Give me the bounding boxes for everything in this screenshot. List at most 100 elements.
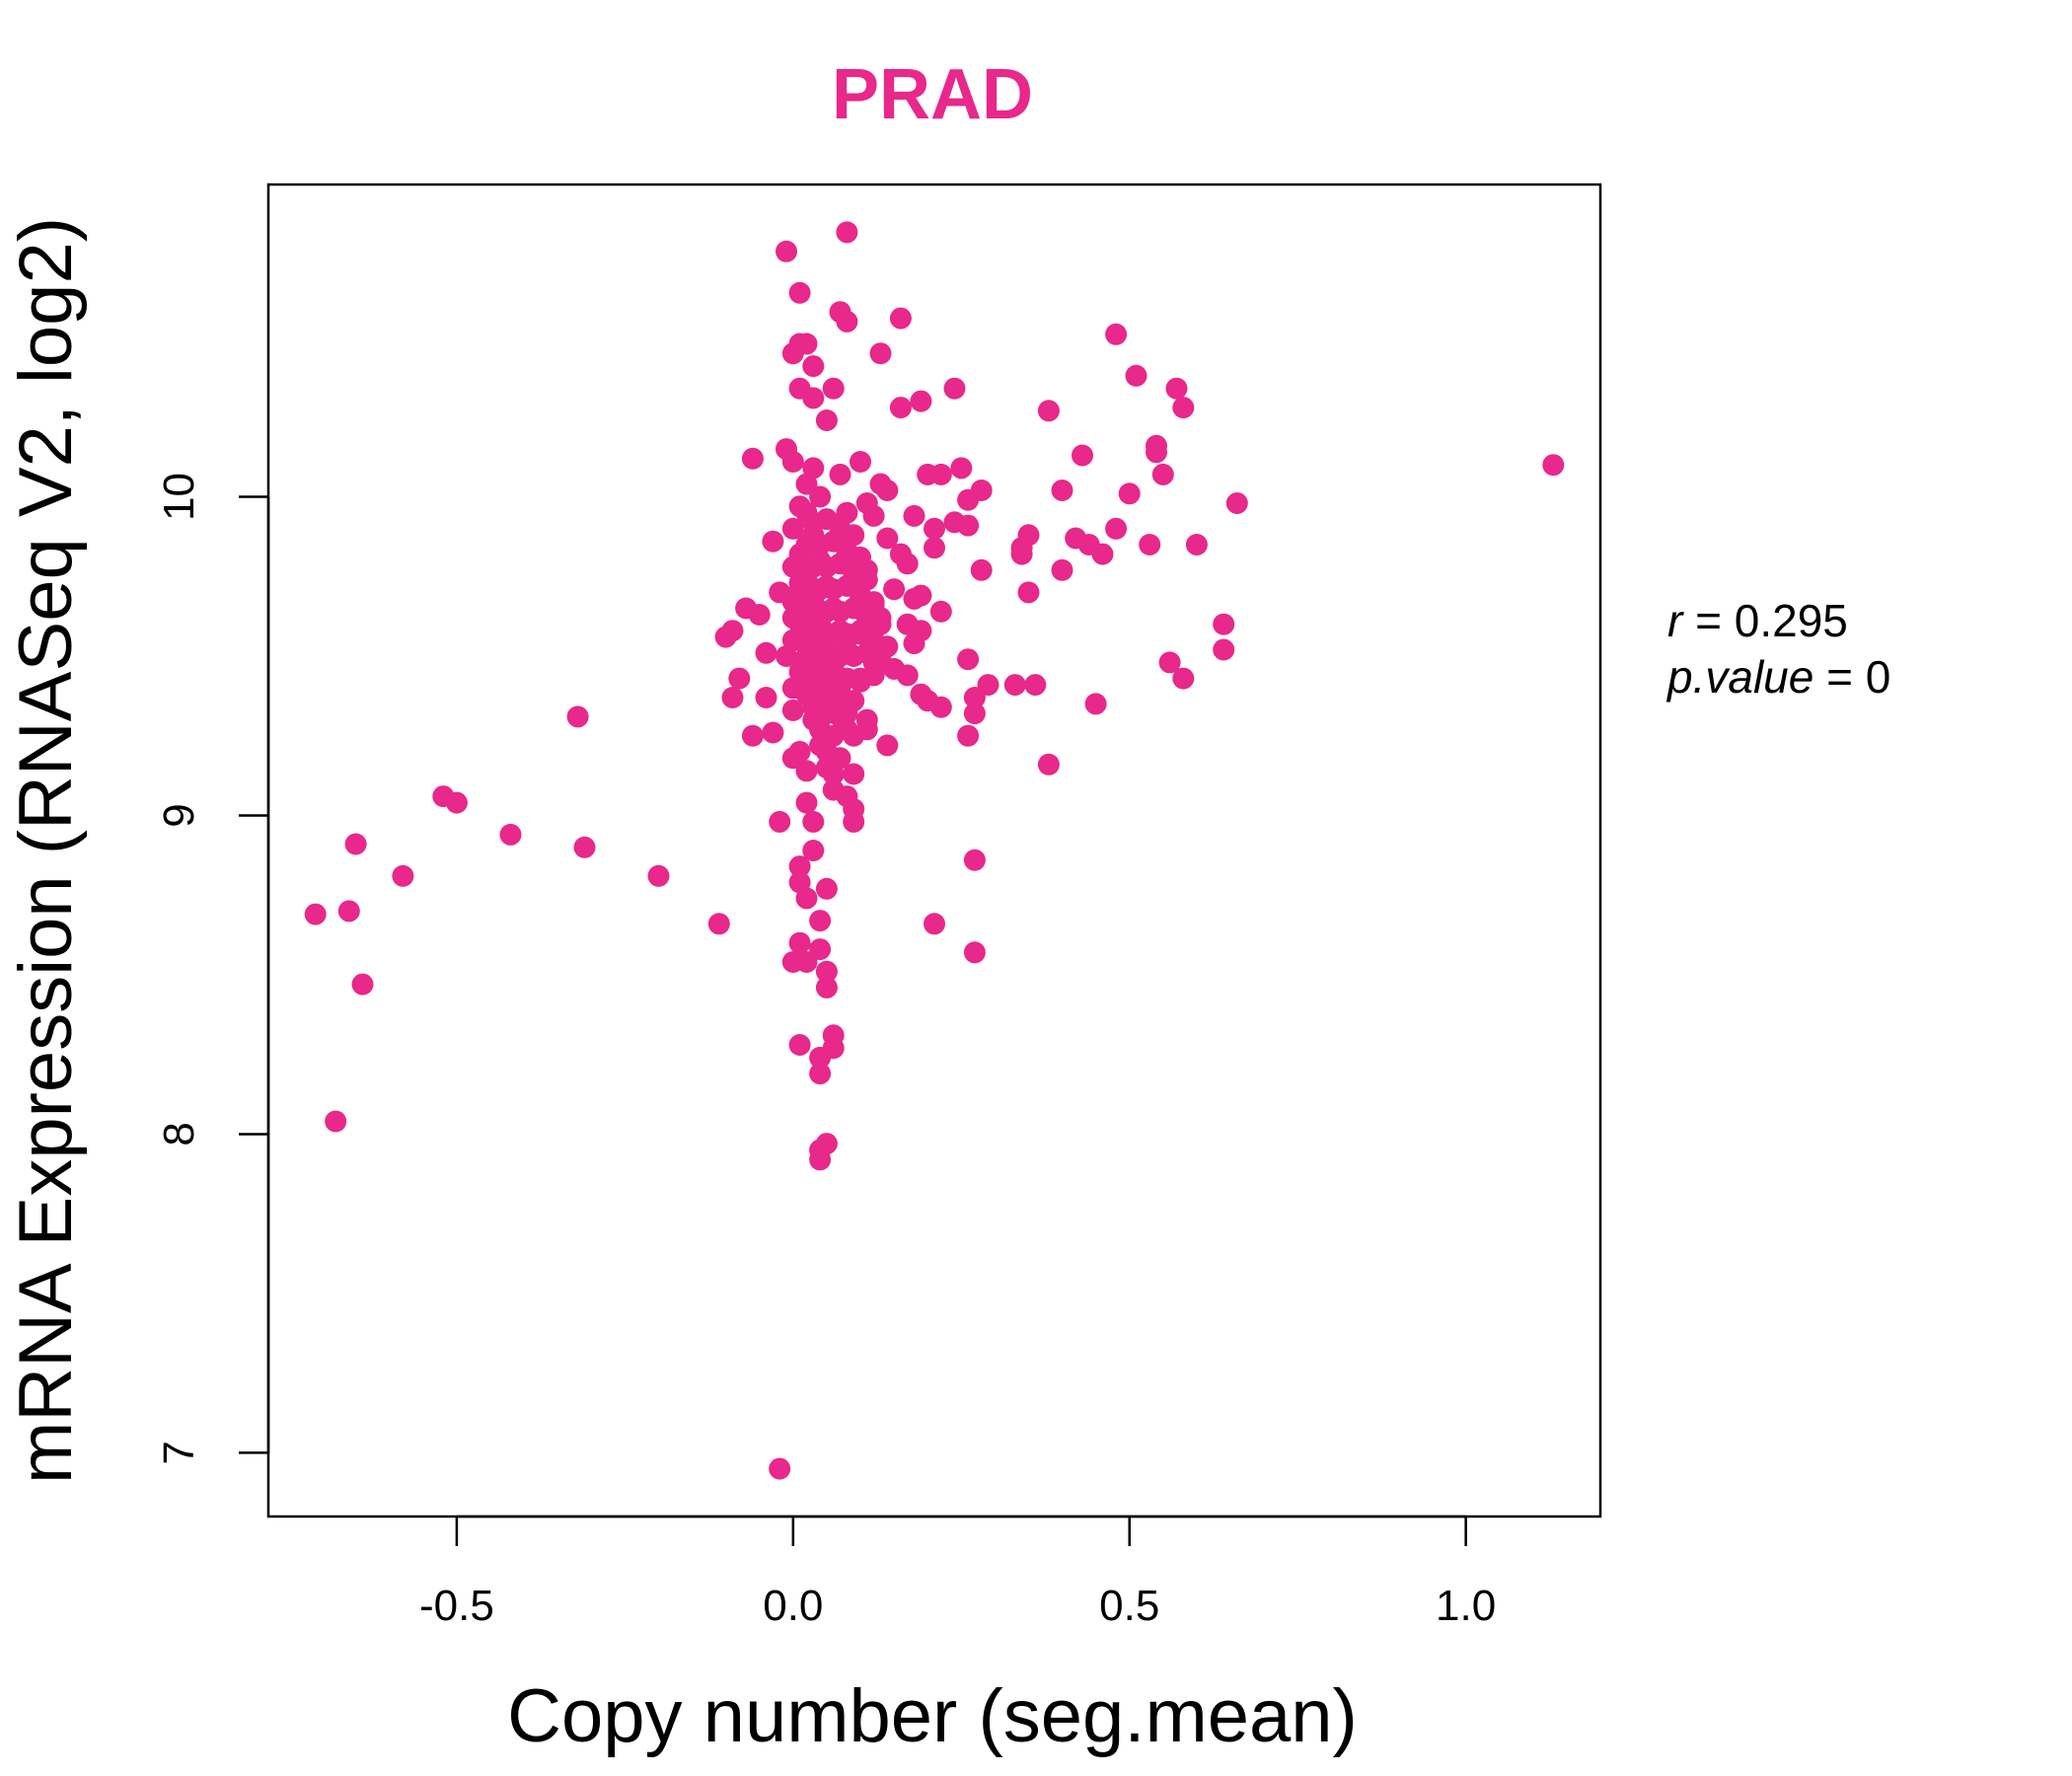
data-point-103 (815, 877, 838, 900)
data-point-174 (781, 517, 804, 540)
data-point-21 (1065, 527, 1087, 550)
data-point-3 (1213, 638, 1235, 661)
data-point-205 (788, 651, 811, 674)
data-point-45 (943, 511, 966, 534)
data-point-81 (855, 492, 878, 514)
data-point-43 (950, 457, 973, 480)
data-points (304, 221, 1565, 1480)
data-point-67 (883, 578, 906, 601)
data-point-251 (843, 562, 865, 584)
data-point-253 (855, 607, 878, 629)
x-tick-label: 1.0 (1436, 1582, 1496, 1630)
data-point-18 (1084, 693, 1107, 715)
data-point-110 (809, 910, 832, 932)
data-point-5 (1172, 667, 1195, 690)
data-point-149 (647, 864, 670, 887)
data-point-221 (809, 578, 832, 601)
data-point-38 (963, 703, 986, 725)
data-point-123 (788, 855, 811, 878)
x-tick-label: -0.5 (419, 1582, 494, 1630)
data-point-101 (815, 976, 838, 999)
data-point-4 (1185, 534, 1208, 555)
data-point-24 (1037, 753, 1060, 776)
data-point-80 (855, 708, 878, 731)
data-point-131 (776, 438, 797, 461)
data-point-49 (924, 537, 945, 559)
data-point-33 (970, 558, 993, 581)
data-point-210 (822, 763, 845, 785)
data-point-97 (822, 1024, 845, 1047)
data-point-224 (829, 645, 851, 667)
data-point-240 (822, 690, 845, 712)
data-point-239 (815, 667, 838, 690)
y-tick-label: 8 (155, 1122, 203, 1146)
data-point-119 (795, 791, 818, 814)
chart-title: PRAD (832, 55, 1033, 134)
data-point-7 (1165, 377, 1188, 400)
data-point-124 (788, 377, 811, 400)
data-point-114 (802, 355, 825, 378)
data-point-30 (1010, 543, 1033, 565)
data-point-20 (1072, 444, 1093, 467)
data-point-144 (728, 667, 751, 690)
data-point-151 (566, 705, 589, 728)
data-point-40 (957, 648, 980, 671)
data-point-112 (802, 810, 825, 833)
data-point-158 (337, 900, 360, 923)
data-point-139 (755, 641, 777, 664)
data-point-60 (903, 587, 925, 610)
data-point-237 (802, 623, 825, 645)
data-point-120 (788, 1034, 811, 1056)
correlation-r-key: r (1667, 595, 1684, 646)
data-point-160 (304, 903, 327, 925)
data-point-35 (963, 687, 986, 708)
data-point-95 (829, 463, 851, 485)
x-axis-title: Copy number (seg.mean) (507, 1674, 1358, 1758)
data-point-64 (889, 397, 912, 419)
data-point-157 (344, 833, 367, 855)
data-point-50 (924, 913, 945, 935)
data-point-121 (788, 931, 811, 954)
data-point-125 (788, 281, 811, 304)
data-point-94 (829, 301, 851, 324)
data-point-257 (781, 677, 804, 700)
data-point-15 (1105, 323, 1128, 345)
data-point-252 (850, 584, 871, 607)
data-point-225 (836, 667, 858, 690)
data-point-127 (781, 951, 804, 973)
x-tick-label: 0.5 (1099, 1582, 1159, 1630)
data-point-54 (910, 390, 932, 412)
data-point-256 (781, 607, 804, 629)
data-point-154 (432, 785, 455, 808)
data-point-159 (325, 1110, 347, 1133)
data-point-192 (788, 495, 811, 518)
data-point-136 (762, 530, 784, 553)
data-point-59 (903, 504, 925, 527)
data-point-13 (1125, 364, 1147, 387)
data-point-155 (392, 864, 414, 887)
data-point-130 (776, 240, 797, 262)
data-point-82 (850, 451, 871, 473)
data-point-260 (788, 740, 811, 763)
data-point-106 (809, 1139, 832, 1161)
data-point-41 (957, 488, 980, 511)
data-point-66 (889, 307, 912, 330)
data-point-111 (802, 840, 825, 861)
data-point-235 (788, 578, 811, 601)
data-point-142 (741, 447, 764, 470)
data-point-141 (741, 724, 764, 747)
data-point-31 (1003, 674, 1026, 697)
data-point-195 (809, 485, 832, 508)
y-axis-title: mRNA Expression (RNASeq V2, log2) (4, 217, 88, 1484)
data-point-88 (843, 763, 865, 785)
data-point-148 (707, 913, 730, 935)
data-point-209 (815, 740, 838, 763)
data-point-219 (795, 534, 818, 555)
data-point-51 (924, 517, 945, 540)
data-point-8 (1158, 651, 1181, 674)
data-point-11 (1146, 434, 1167, 457)
data-point-0 (1542, 454, 1565, 477)
data-point-134 (769, 810, 791, 833)
y-tick-label: 10 (155, 473, 203, 521)
data-point-65 (889, 543, 912, 565)
